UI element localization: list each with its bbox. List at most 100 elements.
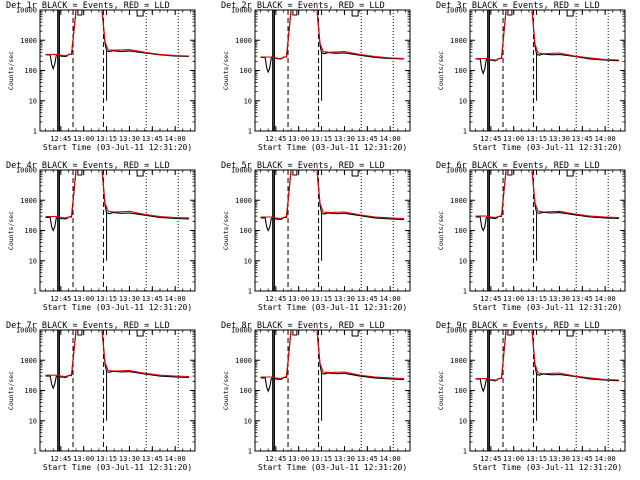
y-tick-label: 1 (463, 448, 467, 456)
y-axis-label: Counts/sec (222, 51, 230, 90)
top-bracket-marker (351, 170, 359, 177)
x-tick-label: 13:00 (288, 455, 309, 463)
y-tick-label: 10000 (231, 7, 252, 15)
x-tick-label: 13:15 (311, 295, 332, 303)
y-tick-label: 10000 (231, 327, 252, 335)
detector-panel: Det 3r BLACK = Events, RED = LLD 1 10 100 10… (436, 1, 626, 152)
y-tick-label: 1 (33, 288, 37, 296)
top-bracket-marker (566, 330, 574, 337)
x-tick-label: 13:00 (503, 455, 524, 463)
x-tick-label: 13:00 (73, 455, 94, 463)
x-tick-label: 13:15 (96, 135, 117, 143)
x-tick-label: 13:30 (549, 135, 570, 143)
top-bracket-marker (566, 170, 574, 177)
y-tick-label: 1000 (235, 37, 252, 45)
y-axis-label: Counts/sec (437, 211, 445, 250)
panel-title: Det 4r BLACK = Events, RED = LLD (6, 161, 170, 171)
events-series-line (260, 170, 404, 232)
x-axis-label: Start Time (03-Jul-11 12:31:20) (473, 143, 622, 152)
y-axis-label: Counts/sec (7, 211, 15, 250)
events-series-line (45, 10, 189, 71)
x-tick-label: 13:00 (288, 135, 309, 143)
x-axis-label: Start Time (03-Jul-11 12:31:20) (43, 303, 192, 312)
x-tick-label: 14:00 (595, 295, 616, 303)
x-tick-label: 13:15 (526, 455, 547, 463)
y-tick-label: 100 (454, 227, 467, 235)
y-tick-label: 100 (239, 387, 252, 395)
lld-series-line (260, 330, 404, 380)
y-tick-label: 10 (459, 97, 467, 105)
y-tick-label: 10 (459, 417, 467, 425)
x-axis-label: Start Time (03-Jul-11 12:31:20) (258, 463, 407, 472)
y-tick-label: 10 (244, 417, 252, 425)
y-tick-label: 10000 (446, 327, 467, 335)
x-tick-label: 13:00 (503, 135, 524, 143)
top-bracket-marker (351, 10, 359, 17)
x-tick-label: 13:30 (334, 135, 355, 143)
y-axis-label: Counts/sec (437, 51, 445, 90)
y-tick-label: 10000 (231, 167, 252, 175)
y-tick-label: 10 (29, 257, 37, 265)
detector-panel: Det 8r BLACK = Events, RED = LLD 1 10 100 10… (221, 321, 411, 472)
top-bracket-marker (566, 10, 574, 17)
x-tick-label: 14:00 (165, 455, 186, 463)
x-tick-label: 14:00 (380, 295, 401, 303)
y-tick-label: 1 (248, 288, 252, 296)
top-bracket-marker (77, 330, 83, 336)
x-tick-label: 13:00 (73, 135, 94, 143)
panel-title: Det 1r BLACK = Events, RED = LLD (6, 1, 170, 11)
x-tick-label: 14:00 (595, 455, 616, 463)
x-tick-label: 13:15 (96, 295, 117, 303)
y-tick-label: 10 (29, 417, 37, 425)
x-tick-label: 12:45 (265, 135, 286, 143)
panel-title: Det 9r BLACK = Events, RED = LLD (436, 321, 600, 331)
plot-frame (469, 329, 626, 452)
y-tick-label: 1000 (450, 37, 467, 45)
y-tick-label: 1 (463, 288, 467, 296)
y-tick-label: 10000 (16, 7, 37, 15)
y-tick-label: 1000 (235, 357, 252, 365)
x-tick-label: 13:45 (572, 135, 593, 143)
events-series-line (475, 10, 619, 76)
x-tick-label: 12:45 (50, 295, 71, 303)
x-tick-label: 14:00 (165, 135, 186, 143)
x-tick-label: 13:30 (549, 455, 570, 463)
y-tick-label: 100 (454, 387, 467, 395)
lld-series-line (45, 330, 189, 378)
lld-series-line (475, 10, 619, 61)
y-tick-label: 10000 (446, 7, 467, 15)
top-bracket-marker (292, 10, 298, 16)
top-bracket-marker (351, 330, 359, 337)
y-tick-label: 1 (248, 448, 252, 456)
x-tick-label: 13:00 (73, 295, 94, 303)
top-bracket-marker (136, 10, 144, 17)
y-tick-label: 1 (33, 128, 37, 136)
events-series-line (475, 170, 619, 232)
x-tick-label: 13:15 (96, 455, 117, 463)
y-tick-label: 100 (24, 387, 37, 395)
x-tick-label: 12:45 (480, 455, 501, 463)
plot-frame (254, 329, 411, 452)
top-bracket-marker (292, 170, 298, 176)
plot-frame (254, 9, 411, 132)
lld-series-line (45, 10, 189, 57)
x-tick-label: 13:45 (572, 295, 593, 303)
y-tick-label: 1000 (450, 357, 467, 365)
lld-series-line (475, 330, 619, 381)
events-series-line (45, 330, 189, 390)
top-bracket-marker (77, 170, 83, 176)
x-tick-label: 13:30 (119, 295, 140, 303)
x-axis-label: Start Time (03-Jul-11 12:31:20) (258, 303, 407, 312)
x-tick-label: 13:30 (334, 295, 355, 303)
y-tick-label: 1000 (235, 197, 252, 205)
events-series-line (260, 10, 404, 74)
x-tick-label: 13:45 (357, 455, 378, 463)
top-bracket-marker (292, 330, 298, 336)
y-tick-label: 1 (33, 448, 37, 456)
detector-panel: Det 1r BLACK = Events, RED = LLD 1 10 100 10… (6, 1, 196, 152)
x-axis-label: Start Time (03-Jul-11 12:31:20) (43, 463, 192, 472)
plot-frame (39, 9, 196, 132)
y-tick-label: 1 (248, 128, 252, 136)
y-tick-label: 1000 (20, 37, 37, 45)
